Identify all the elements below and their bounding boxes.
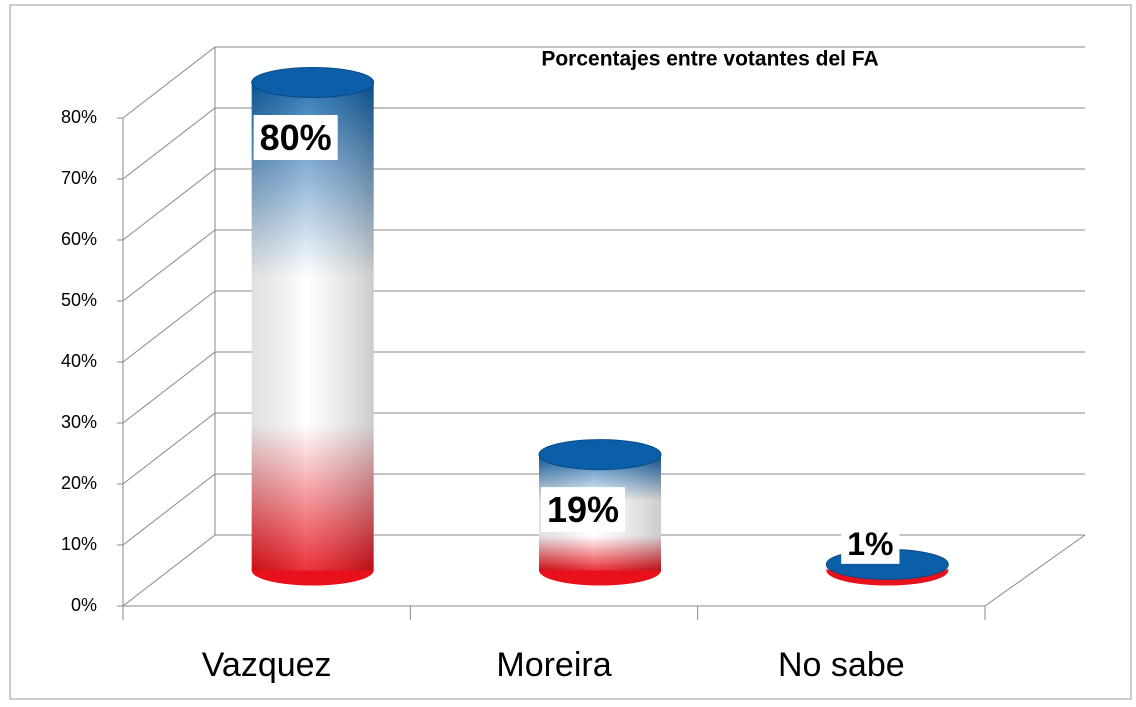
data-label-box [841,523,900,564]
y-tick-label: 80% [61,107,97,127]
bar-top [251,67,375,98]
x-tick-label: Moreira [496,646,611,684]
floor-edge [984,534,1086,607]
data-label: 19% [547,489,619,530]
y-tick-label: 70% [61,168,97,188]
data-label-box [253,115,338,161]
x-tick-label: No sabe [778,646,905,684]
data-label-box [540,487,626,533]
y-tick-label: 40% [61,351,97,371]
chart-title: Porcentajes entre votantes del FA [541,48,878,71]
y-tick-label: 50% [61,290,97,310]
y-tick-label: 20% [61,473,97,493]
y-tick-label: 30% [61,412,97,432]
bar-top [538,439,662,471]
y-tick-label: 10% [61,534,97,554]
x-tick-label: Vazquez [202,646,332,684]
y-tick-label: 60% [61,229,97,249]
data-label: 80% [260,117,332,158]
bar [538,439,662,586]
data-label: 1% [847,526,893,562]
bar [251,67,375,586]
y-tick-label: 0% [71,595,97,615]
bar-shade [251,82,374,571]
